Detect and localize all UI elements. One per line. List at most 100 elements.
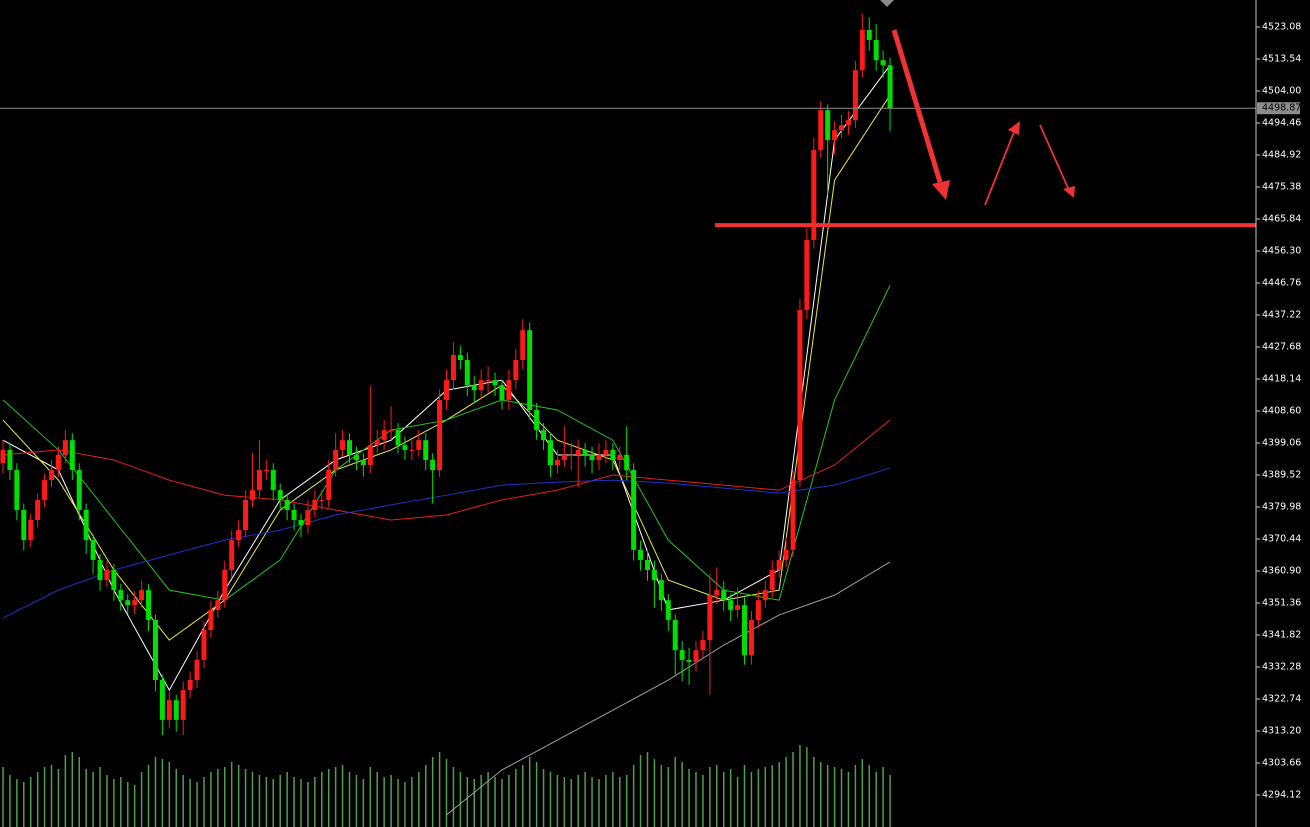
y-tick-label: 4427.68 [1262, 342, 1301, 353]
candle-body [721, 590, 727, 601]
ma-line [446, 561, 891, 816]
candle-body [561, 454, 567, 460]
y-tick-label: 4437.22 [1262, 310, 1301, 321]
y-tick-label: 4341.82 [1262, 630, 1301, 641]
y-tick-label: 4465.84 [1262, 214, 1301, 225]
candle-body [256, 470, 262, 491]
candle-body [97, 559, 103, 581]
candle-body [35, 499, 41, 521]
candle-body [173, 700, 179, 720]
candle-body [312, 499, 318, 510]
candle-body [735, 605, 741, 610]
candle-body [499, 385, 505, 400]
candle-body [340, 440, 346, 450]
y-tick-label: 4446.76 [1262, 278, 1301, 289]
candle-body [839, 125, 845, 131]
candle-body [208, 609, 214, 631]
arrow-head [932, 180, 950, 200]
candle-body [554, 459, 560, 466]
candle-body [797, 310, 803, 481]
candle-body [887, 65, 893, 109]
y-tick-label: 4475.38 [1262, 182, 1301, 193]
candle-body [534, 409, 540, 431]
candle-body [104, 569, 110, 581]
arrow-down-small [1039, 124, 1069, 189]
candle-body [658, 580, 664, 601]
candle-body [215, 600, 221, 610]
arrow-down [891, 29, 943, 183]
candle-body [243, 499, 249, 531]
candle-body [305, 509, 311, 526]
last-price-label: 4498.87 [1262, 103, 1301, 114]
y-tick-label: 4399.06 [1262, 438, 1301, 449]
candle-body [395, 430, 401, 446]
drawn-arrows [891, 29, 1075, 206]
candle-body [783, 549, 789, 560]
y-tick-label: 4370.44 [1262, 534, 1301, 545]
candle-body [596, 454, 602, 460]
candle-body [388, 430, 394, 432]
candle-body [520, 330, 526, 361]
candle-body [873, 40, 879, 61]
candle-body [790, 480, 796, 550]
candle-body [624, 454, 630, 471]
ma-line [2, 284, 891, 601]
candle-body [236, 530, 242, 541]
y-tick-label: 4389.52 [1262, 470, 1301, 481]
candle-body [139, 590, 145, 601]
candle-body [298, 520, 304, 526]
candle-body [859, 29, 865, 71]
candle-body [804, 239, 810, 311]
y-tick-label: 4418.14 [1262, 374, 1301, 385]
candle-body [589, 454, 595, 460]
candle-body [617, 454, 623, 460]
candle-body [62, 440, 68, 455]
candle-body [714, 590, 720, 596]
candle-body [263, 470, 269, 472]
ma-line [2, 419, 891, 521]
candle-body [201, 630, 207, 660]
candle-body [610, 449, 616, 460]
volume-layer [2, 745, 891, 827]
candle-body [229, 540, 235, 570]
candle-body [769, 569, 775, 591]
candle-body [416, 440, 422, 450]
candle-body [0, 449, 6, 464]
candle-body [700, 640, 706, 651]
candle-body [111, 569, 117, 591]
candle-body [547, 440, 553, 466]
y-tick-label: 4379.98 [1262, 502, 1301, 513]
y-tick-label: 4313.20 [1262, 726, 1301, 737]
arrow-head [1008, 121, 1020, 135]
candle-body [69, 440, 75, 471]
candle-body [492, 380, 498, 386]
candle-body [42, 480, 48, 500]
candle-body [7, 449, 13, 471]
y-tick-label: 4294.12 [1262, 790, 1301, 801]
candle-body [672, 619, 678, 651]
price-axis: 4523.08 4513.54 4504.00 4494.46 4484.92 4475.… [1256, 22, 1301, 801]
candle-body [353, 454, 359, 460]
y-tick-label: 4408.60 [1262, 406, 1301, 417]
candle-body [866, 29, 872, 41]
candle-body [527, 330, 533, 410]
y-tick-label: 4322.74 [1262, 694, 1301, 705]
candle-body [679, 650, 685, 660]
candle-body [513, 360, 519, 381]
candle-body [762, 590, 768, 601]
candle-body [409, 449, 415, 451]
candle-body [485, 380, 491, 382]
candle-body [159, 680, 165, 720]
candle-body [249, 490, 255, 500]
candle-body [423, 440, 429, 460]
candle-body [21, 509, 27, 541]
candle-layer [0, 13, 893, 736]
candle-body [631, 470, 637, 550]
candle-body [319, 499, 325, 501]
candle-body [381, 430, 387, 441]
candle-body [83, 509, 89, 541]
candle-body [728, 600, 734, 610]
candle-body [541, 430, 547, 441]
candle-body [125, 600, 131, 606]
